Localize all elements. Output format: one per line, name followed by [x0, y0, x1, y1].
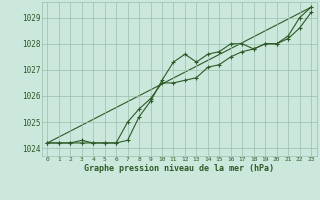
X-axis label: Graphe pression niveau de la mer (hPa): Graphe pression niveau de la mer (hPa) [84, 164, 274, 173]
